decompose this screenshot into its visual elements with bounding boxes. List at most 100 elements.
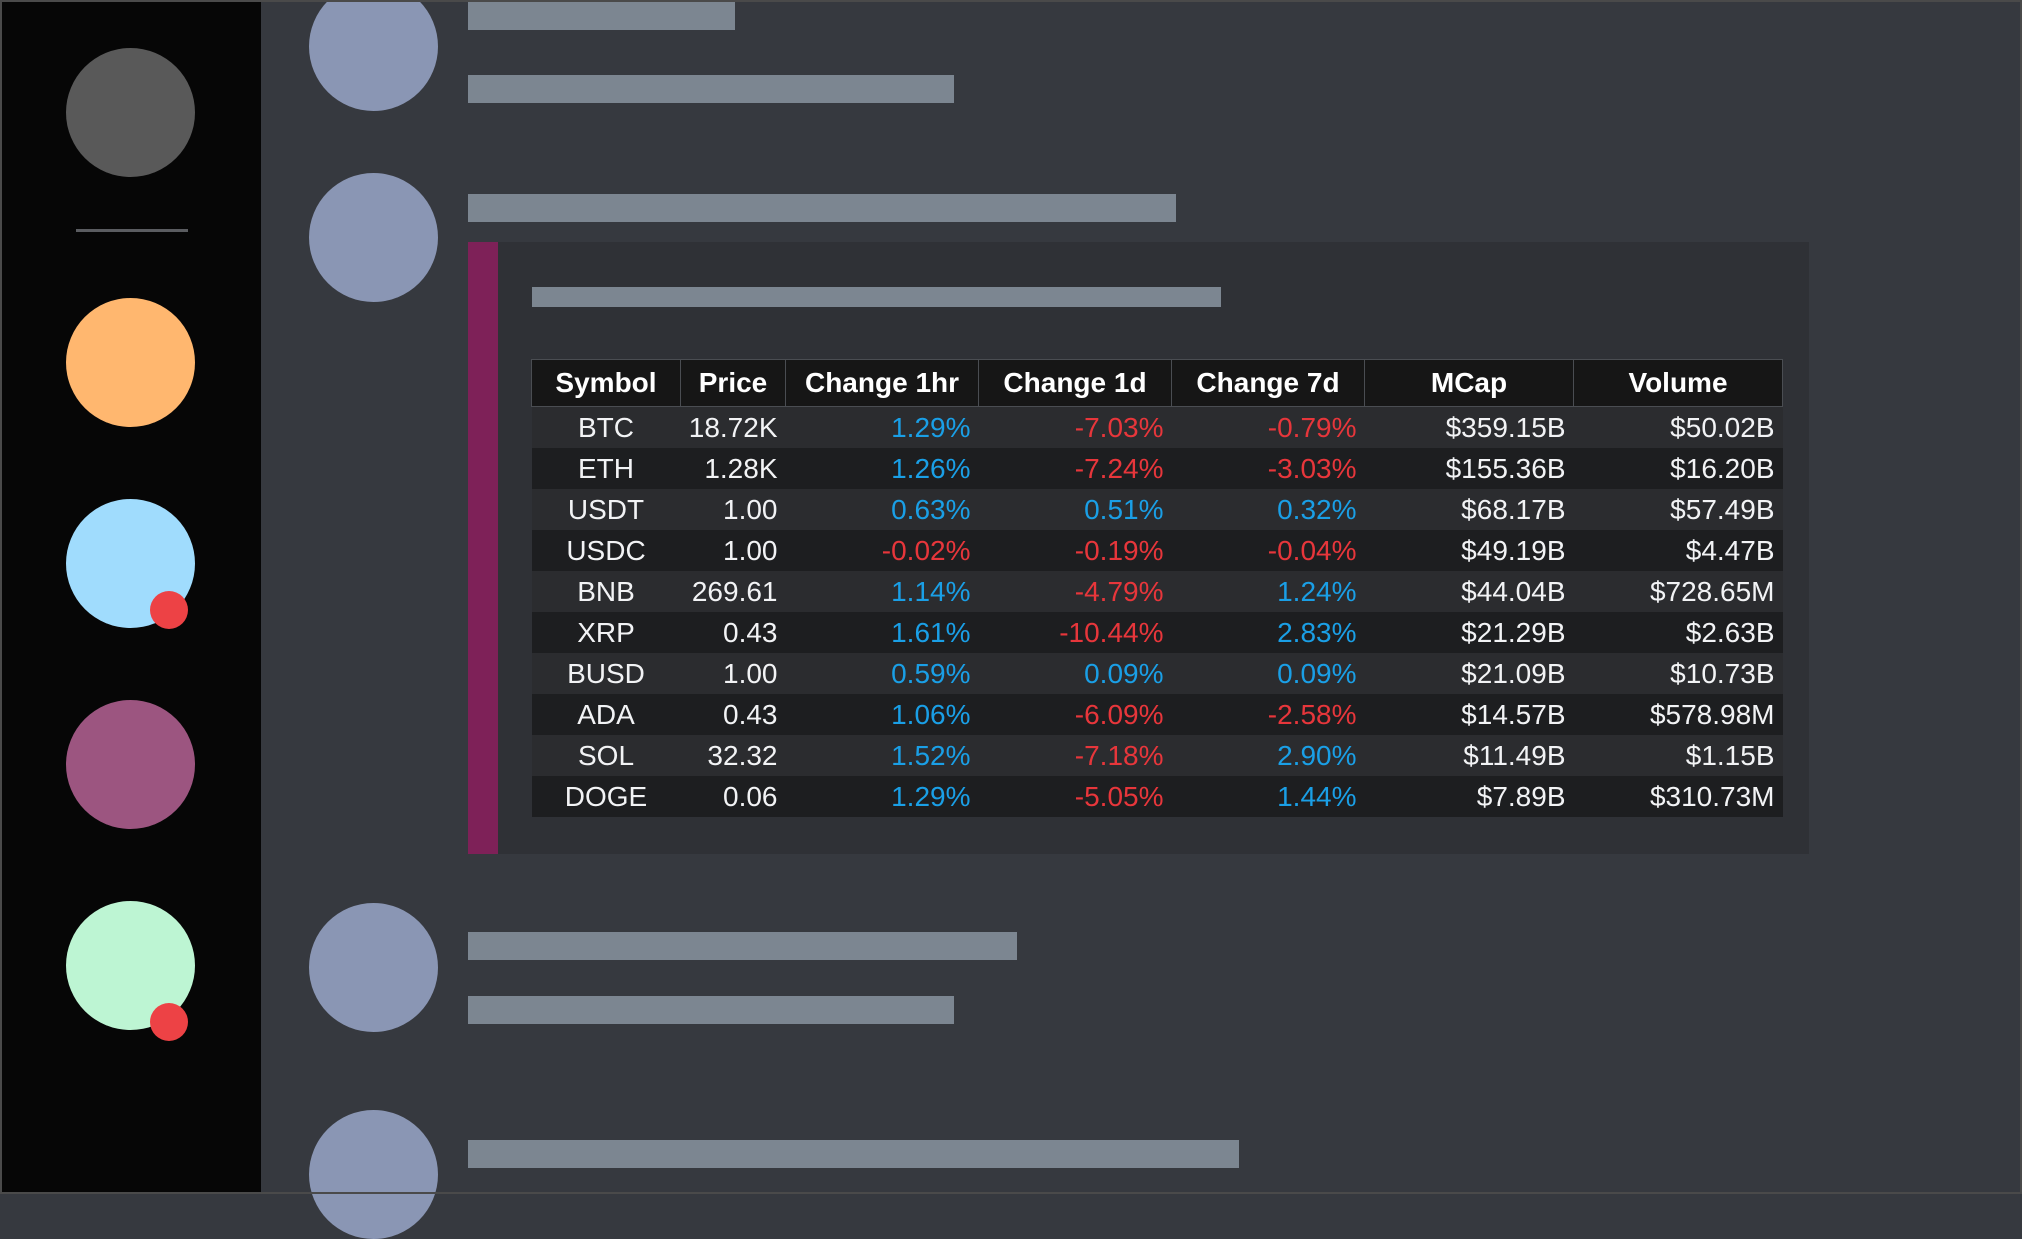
cell-mcap: $44.04B [1364, 571, 1574, 612]
cell-volume: $16.20B [1573, 448, 1783, 489]
cell-change-1d: -7.03% [978, 406, 1172, 448]
cell-price: 18.72K [680, 406, 786, 448]
cell-change-1hr: 1.06% [785, 694, 979, 735]
username-placeholder [468, 1140, 1239, 1168]
cell-volume: $578.98M [1573, 694, 1783, 735]
table-row: USDC 1.00 -0.02% -0.19% -0.04% $49.19B $4.47B [531, 530, 1783, 571]
table-row: BUSD 1.00 0.59% 0.09% 0.09% $21.09B $10.73B [531, 653, 1783, 694]
cell-mcap: $155.36B [1364, 448, 1574, 489]
embed-accent-bar [468, 242, 498, 854]
cell-symbol: BUSD [531, 653, 681, 694]
cell-symbol: ETH [531, 448, 681, 489]
cell-change-1d: 0.09% [978, 653, 1172, 694]
cell-change-1d: -7.24% [978, 448, 1172, 489]
user-avatar[interactable] [309, 1110, 438, 1239]
cell-price: 32.32 [680, 735, 786, 776]
cell-change-1d: -4.79% [978, 571, 1172, 612]
cell-volume: $10.73B [1573, 653, 1783, 694]
server-icon-home[interactable] [66, 48, 195, 177]
cell-price: 1.00 [680, 653, 786, 694]
cell-change-1hr: -0.02% [785, 530, 979, 571]
column-header-mcap: MCap [1364, 359, 1574, 407]
cell-change-7d: -0.79% [1171, 406, 1365, 448]
cell-change-1d: -7.18% [978, 735, 1172, 776]
user-avatar[interactable] [309, 903, 438, 1032]
cell-change-1d: -10.44% [978, 612, 1172, 653]
column-header-change-1hr: Change 1hr [785, 359, 979, 407]
cell-change-7d: 1.24% [1171, 571, 1365, 612]
cell-mcap: $14.57B [1364, 694, 1574, 735]
table-row: USDT 1.00 0.63% 0.51% 0.32% $68.17B $57.49B [531, 489, 1783, 530]
cell-price: 0.43 [680, 694, 786, 735]
column-header-price: Price [680, 359, 786, 407]
user-avatar[interactable] [309, 0, 438, 111]
cell-change-1hr: 0.59% [785, 653, 979, 694]
cell-price: 1.00 [680, 530, 786, 571]
cell-change-1hr: 1.26% [785, 448, 979, 489]
cell-symbol: BTC [531, 406, 681, 448]
notification-badge [150, 591, 188, 629]
cell-mcap: $21.29B [1364, 612, 1574, 653]
cell-mcap: $68.17B [1364, 489, 1574, 530]
cell-change-7d: 2.83% [1171, 612, 1365, 653]
table-row: XRP 0.43 1.61% -10.44% 2.83% $21.29B $2.63B [531, 612, 1783, 653]
message-placeholder-line [468, 75, 954, 103]
message-placeholder-line [468, 996, 954, 1024]
cell-mcap: $21.09B [1364, 653, 1574, 694]
table-header-row: Symbol Price Change 1hr Change 1d Change… [531, 359, 1783, 407]
user-avatar[interactable] [309, 173, 438, 302]
message-embed: Symbol Price Change 1hr Change 1d Change… [468, 242, 1809, 854]
table-row: ADA 0.43 1.06% -6.09% -2.58% $14.57B $578.98M [531, 694, 1783, 735]
cell-volume: $4.47B [1573, 530, 1783, 571]
crypto-price-table: Symbol Price Change 1hr Change 1d Change… [531, 359, 1783, 817]
cell-change-1hr: 1.14% [785, 571, 979, 612]
table-row: BTC 18.72K 1.29% -7.03% -0.79% $359.15B $50.02… [531, 406, 1783, 448]
cell-change-7d: 0.09% [1171, 653, 1365, 694]
column-header-change-7d: Change 7d [1171, 359, 1365, 407]
cell-change-7d: -2.58% [1171, 694, 1365, 735]
table-body: BTC 18.72K 1.29% -7.03% -0.79% $359.15B $50.02… [531, 406, 1783, 817]
cell-volume: $310.73M [1573, 776, 1783, 817]
table-row: DOGE 0.06 1.29% -5.05% 1.44% $7.89B $310.73M [531, 776, 1783, 817]
cell-change-1d: 0.51% [978, 489, 1172, 530]
cell-symbol: ADA [531, 694, 681, 735]
notification-badge [150, 1003, 188, 1041]
cell-symbol: DOGE [531, 776, 681, 817]
cell-change-7d: 1.44% [1171, 776, 1365, 817]
cell-symbol: SOL [531, 735, 681, 776]
cell-price: 269.61 [680, 571, 786, 612]
cell-volume: $2.63B [1573, 612, 1783, 653]
cell-mcap: $359.15B [1364, 406, 1574, 448]
cell-volume: $1.15B [1573, 735, 1783, 776]
cell-change-1d: -6.09% [978, 694, 1172, 735]
cell-change-1hr: 1.29% [785, 776, 979, 817]
cell-symbol: BNB [531, 571, 681, 612]
cell-price: 1.00 [680, 489, 786, 530]
column-header-volume: Volume [1573, 359, 1783, 407]
cell-change-1hr: 0.63% [785, 489, 979, 530]
cell-change-1hr: 1.61% [785, 612, 979, 653]
table-row: SOL 32.32 1.52% -7.18% 2.90% $11.49B $1.15B [531, 735, 1783, 776]
cell-change-1d: -0.19% [978, 530, 1172, 571]
cell-volume: $728.65M [1573, 571, 1783, 612]
server-sidebar [2, 2, 261, 1192]
username-placeholder [468, 194, 1176, 222]
column-header-symbol: Symbol [531, 359, 681, 407]
column-header-change-1d: Change 1d [978, 359, 1172, 407]
cell-change-1hr: 1.29% [785, 406, 979, 448]
table-row: BNB 269.61 1.14% -4.79% 1.24% $44.04B $728.65M [531, 571, 1783, 612]
cell-volume: $50.02B [1573, 406, 1783, 448]
cell-mcap: $7.89B [1364, 776, 1574, 817]
message-placeholder-line [468, 2, 735, 30]
cell-price: 0.43 [680, 612, 786, 653]
cell-symbol: USDC [531, 530, 681, 571]
table-row: ETH 1.28K 1.26% -7.24% -3.03% $155.36B $16.20B [531, 448, 1783, 489]
server-icon-orange[interactable] [66, 298, 195, 427]
cell-price: 1.28K [680, 448, 786, 489]
username-placeholder [468, 932, 1017, 960]
server-icon-purple[interactable] [66, 700, 195, 829]
cell-change-7d: 0.32% [1171, 489, 1365, 530]
cell-mcap: $49.19B [1364, 530, 1574, 571]
sidebar-divider [76, 229, 188, 232]
cell-change-7d: -0.04% [1171, 530, 1365, 571]
